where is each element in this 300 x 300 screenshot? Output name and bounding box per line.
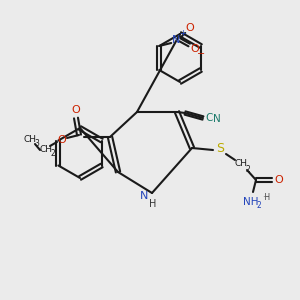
Text: O: O bbox=[58, 135, 66, 145]
Text: O: O bbox=[72, 105, 80, 115]
Text: CH: CH bbox=[235, 160, 248, 169]
Text: N: N bbox=[213, 114, 221, 124]
Text: 2: 2 bbox=[246, 164, 250, 173]
Text: C: C bbox=[205, 113, 213, 123]
Text: 3: 3 bbox=[34, 139, 39, 148]
Text: N: N bbox=[140, 191, 148, 201]
Text: NH: NH bbox=[243, 197, 259, 207]
Text: O: O bbox=[274, 175, 284, 185]
Text: N: N bbox=[172, 35, 180, 45]
Text: CH: CH bbox=[23, 134, 37, 143]
Text: 2: 2 bbox=[51, 148, 56, 158]
Text: O: O bbox=[186, 23, 195, 33]
Text: O: O bbox=[191, 44, 200, 54]
Text: H: H bbox=[149, 199, 157, 209]
Text: +: + bbox=[179, 29, 186, 38]
Text: 2: 2 bbox=[256, 200, 261, 209]
Text: S: S bbox=[216, 142, 224, 155]
Text: −: − bbox=[197, 49, 205, 59]
Text: CH: CH bbox=[40, 145, 52, 154]
Text: ·H: ·H bbox=[262, 194, 270, 202]
